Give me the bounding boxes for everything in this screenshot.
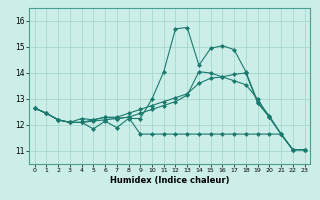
X-axis label: Humidex (Indice chaleur): Humidex (Indice chaleur) [110,176,229,185]
